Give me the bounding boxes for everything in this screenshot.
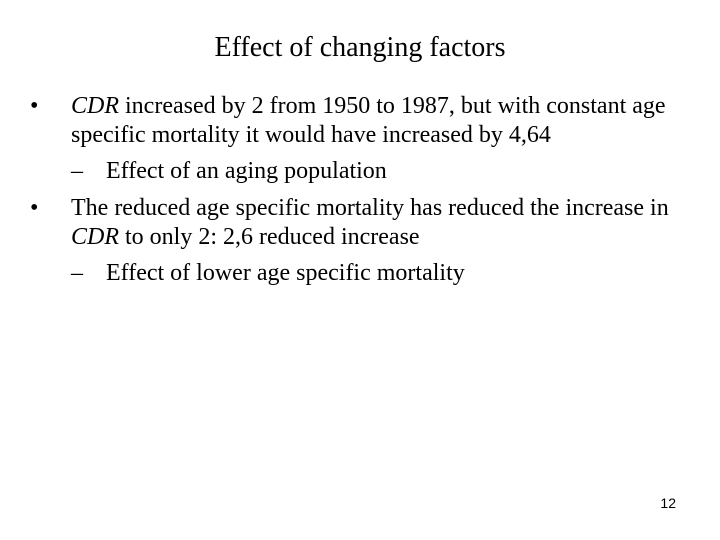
bullet-text: increased by 2 from 1950 to 1987, but wi…	[71, 93, 666, 148]
sub-bullet-item-1: – Effect of an aging population	[30, 157, 690, 186]
page-number: 12	[660, 495, 676, 511]
sub-bullet-text: Effect of lower age specific mortality	[106, 260, 465, 286]
bullet-marker: •	[30, 93, 39, 119]
bullet-marker: •	[30, 195, 39, 221]
sub-bullet-marker: –	[71, 260, 83, 286]
cdr-term: CDR	[71, 224, 119, 250]
bullet-item-1: • CDR increased by 2 from 1950 to 1987, …	[30, 92, 690, 150]
sub-bullet-text: Effect of an aging population	[106, 158, 387, 184]
slide-content: • CDR increased by 2 from 1950 to 1987, …	[30, 92, 690, 288]
sub-bullet-item-2: – Effect of lower age specific mortality	[30, 259, 690, 288]
cdr-term: CDR	[71, 93, 119, 119]
bullet-item-2: • The reduced age specific mortality has…	[30, 194, 690, 252]
bullet-text-before: The reduced age specific mortality has r…	[71, 195, 669, 221]
slide-title: Effect of changing factors	[214, 32, 506, 63]
sub-bullet-marker: –	[71, 158, 83, 184]
bullet-text-after: to only 2: 2,6 reduced increase	[119, 224, 420, 250]
